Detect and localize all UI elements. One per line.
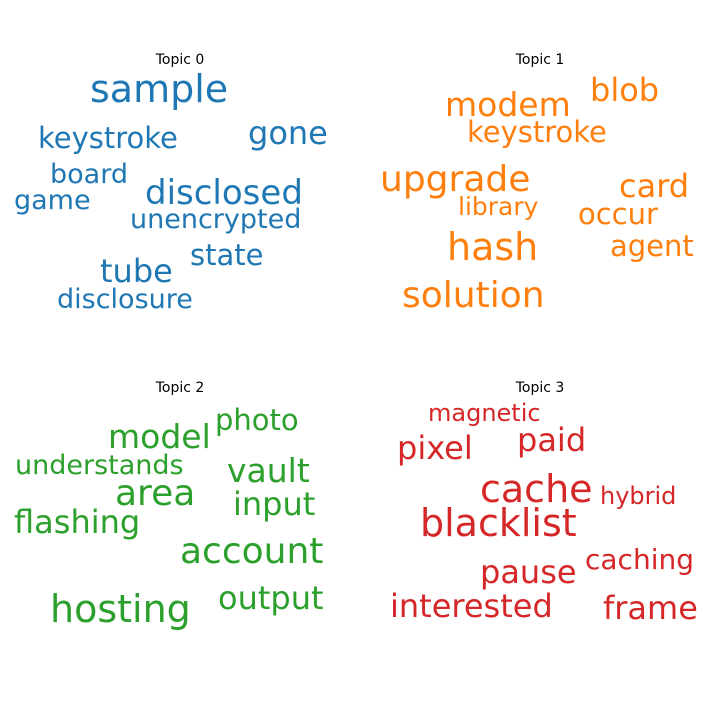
cloud-word: disclosure	[57, 284, 193, 315]
cloud-word: tube	[100, 252, 173, 290]
cloud-word: hybrid	[600, 482, 677, 510]
cloud-word: game	[14, 185, 91, 216]
cloud-word: input	[233, 485, 316, 523]
cloud-word: interested	[390, 587, 553, 625]
cloud-word: account	[180, 531, 324, 572]
cloud-word: solution	[402, 275, 545, 316]
cloud-word: paid	[517, 421, 587, 459]
cloud-word: blob	[590, 71, 660, 109]
cloud-word: library	[458, 192, 539, 221]
topic-panel: Topic 3 blacklist cache interested frame pixe…	[360, 328, 720, 688]
topic-panel: Topic 0 sample gone disclosed tube keystroke u…	[0, 0, 360, 360]
panel-title: Topic 2	[155, 380, 205, 396]
panel-title: Topic 1	[515, 52, 565, 68]
cloud-word: pause	[480, 553, 577, 591]
cloud-word: pixel	[397, 429, 473, 467]
cloud-word: hosting	[50, 587, 191, 631]
cloud-word: keystroke	[467, 115, 607, 149]
panel-title: Topic 3	[515, 380, 565, 396]
cloud-word: sample	[90, 67, 229, 111]
cloud-word: caching	[585, 543, 694, 576]
cloud-word: blacklist	[420, 501, 577, 545]
cloud-word: occur	[578, 197, 658, 231]
cloud-word: output	[218, 579, 324, 617]
cloud-word: board	[50, 159, 128, 190]
panel-title: Topic 0	[155, 52, 205, 68]
cloud-word: modem	[445, 85, 571, 124]
cloud-word: cache	[480, 467, 593, 511]
cloud-word: vault	[227, 451, 310, 490]
cloud-word: card	[619, 167, 690, 205]
cloud-word: unencrypted	[130, 204, 302, 235]
topic-panel: Topic 2 hosting account area model vault outpu…	[0, 328, 360, 688]
cloud-word: frame	[603, 589, 698, 627]
cloud-word: agent	[610, 229, 694, 263]
cloud-word: hash	[447, 225, 539, 269]
cloud-word: keystroke	[38, 121, 178, 155]
cloud-word: gone	[248, 114, 328, 152]
cloud-word: area	[115, 473, 196, 514]
cloud-word: disclosed	[145, 173, 303, 213]
cloud-word: state	[190, 238, 264, 272]
cloud-word: photo	[215, 403, 299, 437]
cloud-word: model	[108, 417, 211, 456]
cloud-word: magnetic	[428, 399, 541, 427]
cloud-word: understands	[15, 450, 184, 481]
topic-panel: Topic 1 upgrade hash solution modem card blob k…	[360, 0, 720, 360]
cloud-word: flashing	[14, 503, 141, 541]
cloud-word: upgrade	[380, 159, 531, 200]
